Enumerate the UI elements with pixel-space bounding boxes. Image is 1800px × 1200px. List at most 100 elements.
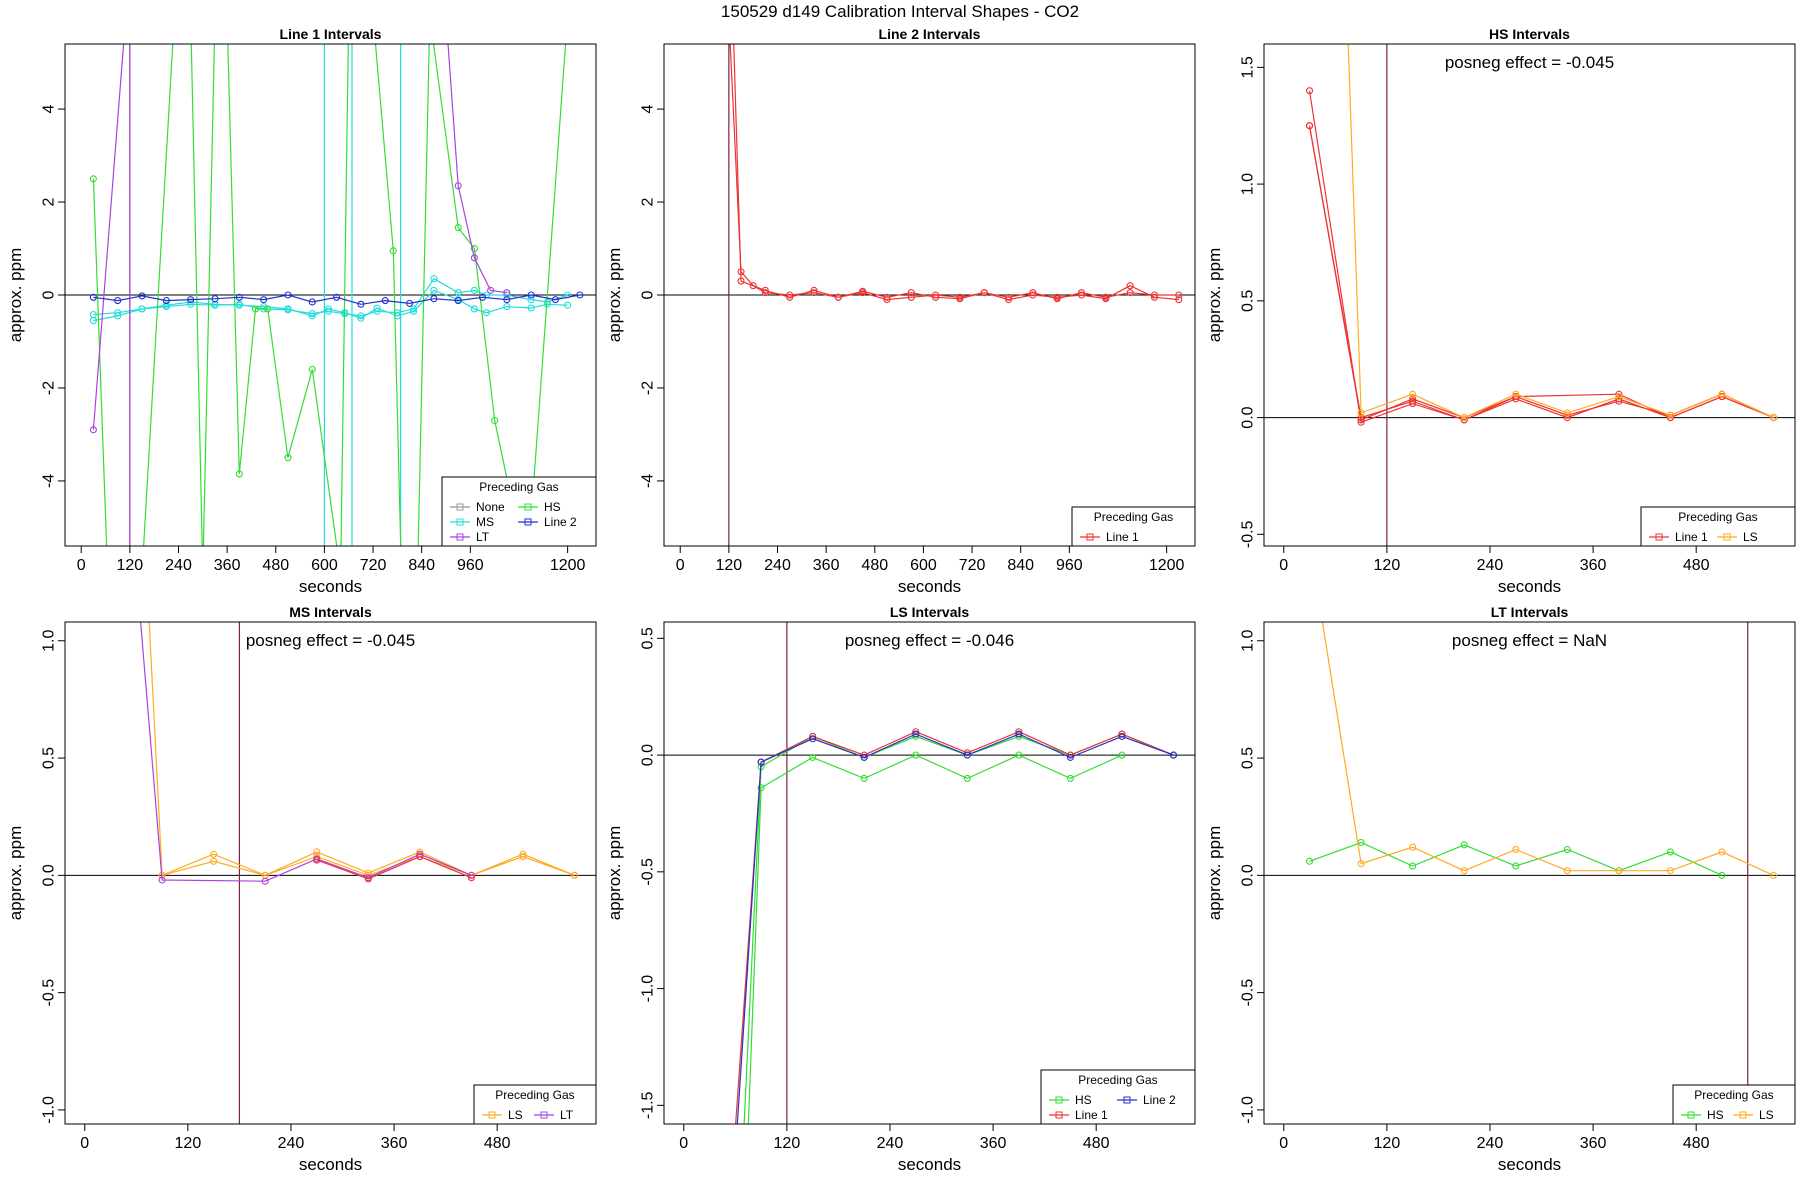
- data-point: [527, 304, 535, 312]
- data-point: [308, 298, 316, 306]
- data-point: [749, 282, 757, 290]
- data-point: [364, 875, 372, 883]
- data-point: [470, 286, 478, 294]
- data-point: [1666, 411, 1674, 419]
- data-point: [907, 293, 915, 301]
- x-tick-label: 120: [117, 557, 144, 574]
- plot-frame: [1263, 43, 1796, 547]
- legend-entry-label: HS: [544, 500, 561, 514]
- data-point: [1305, 87, 1314, 95]
- y-axis-label: approx. ppm: [6, 248, 25, 343]
- data-point: [564, 301, 572, 309]
- data-point: [963, 749, 971, 757]
- legend-swatch-marker: [456, 503, 464, 511]
- data-point: [564, 291, 572, 299]
- data-point: [527, 291, 535, 299]
- legend-entry-label: LS: [508, 1108, 523, 1122]
- data-point: [1615, 395, 1623, 403]
- series-line: [1347, 44, 1774, 419]
- data-point: [430, 295, 438, 303]
- data-point: [1066, 751, 1074, 759]
- panel-title: LT Intervals: [1491, 604, 1569, 620]
- x-axis-label: seconds: [1498, 1155, 1561, 1174]
- series-line: [1321, 622, 1774, 876]
- data-point: [956, 295, 964, 303]
- data-point: [324, 307, 333, 315]
- y-tick-label: 0.5: [1240, 290, 1257, 312]
- series-line: [148, 622, 575, 877]
- x-tick-label: 1200: [1149, 557, 1185, 574]
- legend-entry-label: Line 1: [1075, 1108, 1108, 1122]
- data-point: [138, 292, 146, 300]
- y-tick-label: 4: [41, 105, 58, 114]
- data-point: [430, 275, 438, 283]
- data-point: [211, 295, 219, 303]
- data-point: [1460, 841, 1468, 849]
- plot-area: [65, 44, 596, 546]
- data-point: [761, 286, 769, 294]
- data-point: [467, 874, 475, 882]
- plot-area: [664, 44, 1195, 546]
- panel-3: HS Intervals 0 120 240 360 480 -0.5 0.0 0.5 1.0 1.…: [1205, 26, 1796, 596]
- data-point: [114, 297, 122, 305]
- plot-frame: [663, 43, 1196, 547]
- data-point: [1409, 395, 1417, 403]
- series-line: [92, 44, 567, 546]
- x-tick-label: 360: [1580, 1135, 1607, 1152]
- data-point: [1175, 291, 1183, 299]
- x-tick-label: 0: [1279, 557, 1288, 574]
- legend-entry-label: LT: [476, 530, 490, 544]
- y-tick-label: -4: [640, 474, 657, 488]
- legend-entry-label: Line 2: [1143, 1093, 1176, 1107]
- data-point: [389, 247, 397, 255]
- data-point: [1175, 296, 1183, 304]
- data-point: [483, 309, 491, 317]
- x-tick-label: 360: [980, 1135, 1007, 1152]
- data-point: [1004, 293, 1013, 301]
- x-tick-label: 120: [716, 557, 743, 574]
- data-point: [503, 291, 511, 299]
- data-point: [1666, 867, 1674, 875]
- series-line: [161, 855, 575, 876]
- data-point: [786, 291, 794, 299]
- series-line: [736, 733, 1174, 1124]
- legend-entry-label: HS: [1707, 1108, 1724, 1122]
- y-tick-label: 0: [41, 290, 58, 299]
- legend-title: Preceding Gas: [1678, 510, 1757, 524]
- legend-entry-label: None: [476, 500, 505, 514]
- legend-swatch-marker: [524, 503, 532, 511]
- data-point: [1409, 862, 1417, 870]
- plot-area: [1264, 622, 1795, 1124]
- x-tick-label: 240: [877, 1135, 904, 1152]
- legend-swatch-marker: [1123, 1096, 1131, 1104]
- legend-entry-label: MS: [476, 515, 494, 529]
- data-point: [810, 289, 818, 297]
- legend-entry-label: LT: [560, 1108, 574, 1122]
- data-point: [1769, 871, 1778, 879]
- data-point: [381, 297, 389, 305]
- x-tick-label: 600: [311, 557, 338, 574]
- legend-swatch-marker: [1086, 533, 1094, 541]
- x-tick-label: 360: [381, 1135, 408, 1152]
- x-tick-label: 0: [80, 1135, 89, 1152]
- x-tick-label: 600: [910, 557, 937, 574]
- y-axis-label: approx. ppm: [1205, 248, 1224, 343]
- x-axis-label: seconds: [898, 577, 961, 596]
- y-tick-label: 0.5: [640, 627, 657, 649]
- data-point: [1615, 397, 1623, 405]
- x-tick-label: 120: [774, 1135, 801, 1152]
- data-point: [1118, 751, 1126, 759]
- data-point: [1615, 393, 1623, 401]
- data-point: [454, 297, 462, 305]
- y-tick-label: 0: [640, 290, 657, 299]
- legend-title: Preceding Gas: [495, 1088, 574, 1102]
- y-tick-label: -0.5: [1240, 979, 1257, 1007]
- data-point: [907, 289, 915, 297]
- data-point: [284, 291, 292, 299]
- data-point: [1077, 289, 1086, 297]
- data-point: [210, 857, 218, 865]
- data-point: [1718, 848, 1726, 856]
- legend-entry-label: Line 1: [1106, 530, 1139, 544]
- panel-title: Line 2 Intervals: [879, 26, 981, 42]
- data-point: [333, 293, 341, 301]
